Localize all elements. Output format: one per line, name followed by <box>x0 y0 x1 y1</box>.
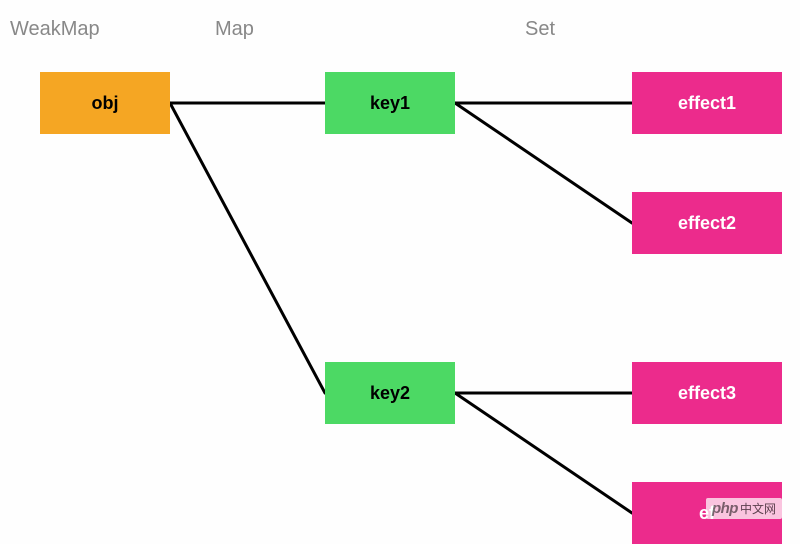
watermark: php 中文网 <box>706 498 782 519</box>
header-weakmap: WeakMap <box>10 18 100 41</box>
node-effect1: effect1 <box>632 72 782 134</box>
header-set: Set <box>525 18 555 41</box>
node-key2: key2 <box>325 362 455 424</box>
node-key1: key1 <box>325 72 455 134</box>
header-map: Map <box>215 18 254 41</box>
node-obj: obj <box>40 72 170 134</box>
node-effect3: effect3 <box>632 362 782 424</box>
watermark-brand: php <box>712 500 738 517</box>
node-effect2: effect2 <box>632 192 782 254</box>
watermark-suffix: 中文网 <box>740 500 776 517</box>
